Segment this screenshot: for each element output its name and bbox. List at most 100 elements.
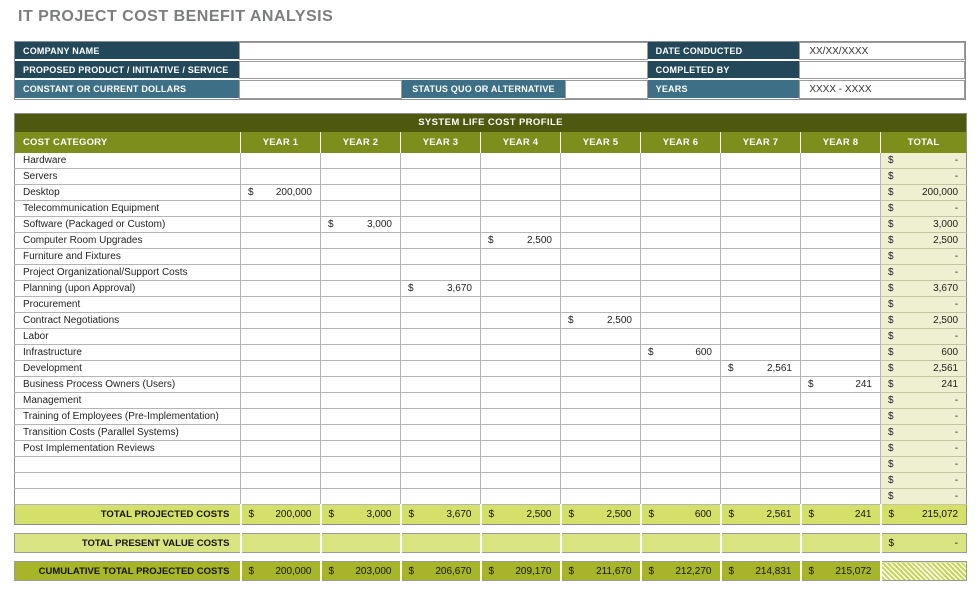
year-6-cell[interactable] bbox=[640, 216, 721, 233]
year-8-cell[interactable] bbox=[800, 168, 881, 185]
year-3-cell[interactable] bbox=[400, 328, 481, 345]
year-1-cell[interactable] bbox=[240, 264, 321, 281]
year-7-cell[interactable] bbox=[720, 280, 801, 297]
year-4-cell[interactable] bbox=[480, 280, 561, 297]
year-4-cell[interactable] bbox=[480, 216, 561, 233]
cost-category-cell[interactable]: Contract Negotiations bbox=[14, 312, 241, 329]
year-8-cell[interactable] bbox=[800, 280, 881, 297]
year-1-cell[interactable] bbox=[240, 360, 321, 377]
year-8-cell[interactable] bbox=[800, 488, 881, 505]
year-1-cell[interactable] bbox=[240, 344, 321, 361]
year-5-cell[interactable] bbox=[560, 152, 641, 169]
proposed-product-field[interactable] bbox=[238, 61, 648, 79]
date-conducted-field[interactable]: XX/XX/XXXX bbox=[799, 42, 965, 60]
year-2-cell[interactable] bbox=[320, 312, 401, 329]
cost-category-cell[interactable]: Software (Packaged or Custom) bbox=[14, 216, 241, 233]
cost-category-cell[interactable]: Hardware bbox=[14, 152, 241, 169]
year-8-cell[interactable] bbox=[800, 360, 881, 377]
year-1-cell[interactable] bbox=[240, 424, 321, 441]
year-7-cell[interactable] bbox=[720, 344, 801, 361]
year-7-cell[interactable] bbox=[720, 168, 801, 185]
cost-category-cell[interactable]: Furniture and Fixtures bbox=[14, 248, 241, 265]
year-1-cell[interactable] bbox=[240, 392, 321, 409]
year-3-cell[interactable] bbox=[400, 408, 481, 425]
year-6-cell[interactable] bbox=[640, 328, 721, 345]
year-6-cell[interactable] bbox=[640, 296, 721, 313]
year-3-cell[interactable] bbox=[400, 232, 481, 249]
year-3-cell[interactable] bbox=[400, 472, 481, 489]
year-3-cell[interactable] bbox=[400, 200, 481, 217]
year-5-cell[interactable] bbox=[560, 200, 641, 217]
year-5-cell[interactable] bbox=[560, 488, 641, 505]
year-2-cell[interactable] bbox=[320, 408, 401, 425]
year-3-cell[interactable] bbox=[400, 376, 481, 393]
year-1-cell[interactable] bbox=[240, 472, 321, 489]
year-8-cell[interactable] bbox=[800, 424, 881, 441]
year-6-cell[interactable] bbox=[640, 184, 721, 201]
cost-category-cell[interactable] bbox=[14, 456, 241, 473]
year-5-cell[interactable] bbox=[560, 216, 641, 233]
year-1-cell[interactable] bbox=[240, 376, 321, 393]
year-1-cell[interactable] bbox=[240, 440, 321, 457]
year-4-cell[interactable] bbox=[480, 456, 561, 473]
year-6-cell[interactable] bbox=[640, 392, 721, 409]
year-7-cell[interactable] bbox=[720, 264, 801, 281]
year-1-cell[interactable] bbox=[240, 488, 321, 505]
year-2-cell[interactable] bbox=[320, 184, 401, 201]
year-7-cell[interactable] bbox=[720, 424, 801, 441]
year-4-cell[interactable] bbox=[480, 264, 561, 281]
year-5-cell[interactable] bbox=[560, 360, 641, 377]
year-8-cell[interactable] bbox=[800, 232, 881, 249]
year-7-cell[interactable] bbox=[720, 232, 801, 249]
year-2-cell[interactable] bbox=[320, 376, 401, 393]
cost-category-cell[interactable]: Procurement bbox=[14, 296, 241, 313]
year-6-cell[interactable] bbox=[640, 152, 721, 169]
year-8-cell[interactable] bbox=[800, 328, 881, 345]
year-5-cell[interactable] bbox=[560, 328, 641, 345]
year-4-cell[interactable] bbox=[480, 200, 561, 217]
year-5-cell[interactable]: $2,500 bbox=[560, 312, 641, 329]
year-7-cell[interactable] bbox=[720, 488, 801, 505]
year-2-cell[interactable] bbox=[320, 360, 401, 377]
year-6-cell[interactable] bbox=[640, 264, 721, 281]
years-field[interactable]: XXXX - XXXX bbox=[799, 80, 965, 99]
year-4-cell[interactable] bbox=[480, 408, 561, 425]
year-5-cell[interactable] bbox=[560, 264, 641, 281]
year-4-cell[interactable] bbox=[480, 248, 561, 265]
year-5-cell[interactable] bbox=[560, 232, 641, 249]
year-5-cell[interactable] bbox=[560, 280, 641, 297]
year-7-cell[interactable] bbox=[720, 312, 801, 329]
year-1-cell[interactable] bbox=[240, 296, 321, 313]
year-1-cell[interactable] bbox=[240, 200, 321, 217]
year-6-cell[interactable] bbox=[640, 280, 721, 297]
year-3-cell[interactable] bbox=[400, 360, 481, 377]
year-2-cell[interactable] bbox=[320, 280, 401, 297]
year-6-cell[interactable] bbox=[640, 232, 721, 249]
year-8-cell[interactable] bbox=[800, 408, 881, 425]
year-6-cell[interactable]: $600 bbox=[640, 344, 721, 361]
cost-category-cell[interactable] bbox=[14, 472, 241, 489]
year-7-cell[interactable] bbox=[720, 152, 801, 169]
year-8-cell[interactable] bbox=[800, 264, 881, 281]
year-7-cell[interactable] bbox=[720, 200, 801, 217]
year-1-cell[interactable] bbox=[240, 456, 321, 473]
year-2-cell[interactable] bbox=[320, 264, 401, 281]
year-5-cell[interactable] bbox=[560, 296, 641, 313]
year-3-cell[interactable] bbox=[400, 312, 481, 329]
year-3-cell[interactable] bbox=[400, 392, 481, 409]
year-5-cell[interactable] bbox=[560, 376, 641, 393]
year-8-cell[interactable] bbox=[800, 312, 881, 329]
year-7-cell[interactable] bbox=[720, 456, 801, 473]
year-4-cell[interactable] bbox=[480, 360, 561, 377]
cost-category-cell[interactable]: Computer Room Upgrades bbox=[14, 232, 241, 249]
year-5-cell[interactable] bbox=[560, 424, 641, 441]
year-3-cell[interactable] bbox=[400, 264, 481, 281]
year-5-cell[interactable] bbox=[560, 184, 641, 201]
year-5-cell[interactable] bbox=[560, 440, 641, 457]
year-8-cell[interactable] bbox=[800, 344, 881, 361]
year-4-cell[interactable] bbox=[480, 312, 561, 329]
year-2-cell[interactable] bbox=[320, 232, 401, 249]
year-1-cell[interactable] bbox=[240, 152, 321, 169]
constant-dollars-field[interactable] bbox=[238, 80, 403, 99]
year-8-cell[interactable] bbox=[800, 184, 881, 201]
